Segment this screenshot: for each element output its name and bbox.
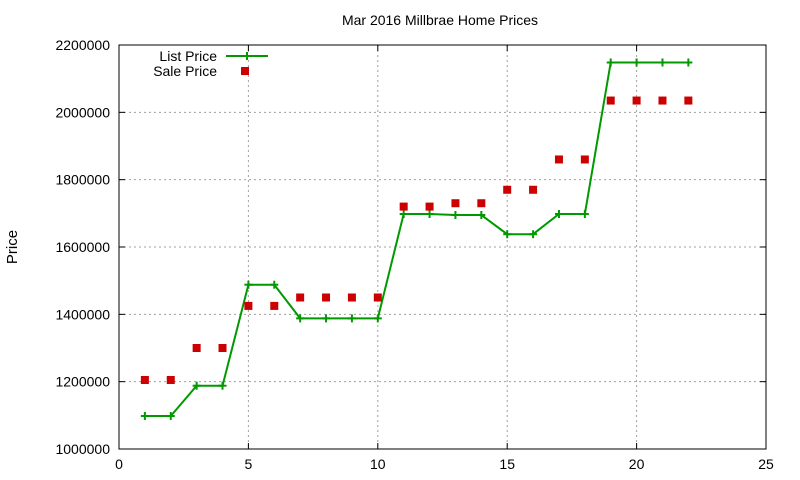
sale-price-point [399,202,408,211]
sale-price-point [244,301,253,310]
sale-price-point [373,293,382,302]
sale-price-point [166,375,175,384]
list-price-point [580,210,589,219]
list-price-point [192,381,201,390]
x-tick-label: 20 [629,456,645,472]
sale-price-point [658,96,667,105]
list-price-point [296,314,305,323]
list-price-point [322,314,331,323]
sale-price-point [503,185,512,194]
list-price-point [554,210,563,219]
list-price-point [399,210,408,219]
sale-price-point [632,96,641,105]
list-price-point [270,280,279,289]
x-tick-label: 5 [245,456,253,472]
list-price-point [347,314,356,323]
sale-price-point [580,155,589,164]
sale-price-point [425,202,434,211]
list-price-point [529,230,538,239]
list-price-point [140,412,149,421]
y-tick-label: 2200000 [55,37,110,53]
sale-price-point [477,199,486,208]
plot-border [118,44,767,450]
x-tick-label: 10 [370,456,386,472]
y-tick-label: 1400000 [55,306,110,322]
y-axis-label: Price [4,230,21,264]
sale-price-point [296,293,305,302]
chart-title: Mar 2016 Millbrae Home Prices [342,12,538,28]
legend-swatch-sale-price [241,67,249,75]
list-price-point [166,412,175,421]
x-tick-label: 0 [115,456,123,472]
list-price-point [373,314,382,323]
sale-price-point [606,96,615,105]
list-price-point [606,58,615,67]
list-price-point [244,280,253,289]
x-tick-label: 15 [499,456,515,472]
list-price-point [632,58,641,67]
sale-price-point [322,293,331,302]
sale-price-point [451,199,460,208]
data-marks [140,58,693,421]
list-price-point [503,230,512,239]
legend-label-list-price: List Price [159,48,217,64]
axes: 0 5 10 15 20 25 1000000 1200000 1400000 1600000 18… [55,37,774,472]
list-price-point [684,58,693,67]
sale-price-point [218,344,227,352]
sale-price-point [347,293,356,302]
y-tick-label: 1600000 [55,239,110,255]
sale-price-point [554,155,563,164]
sale-price-point [192,344,201,352]
sale-price-point [270,301,279,310]
legend-label-sale-price: Sale Price [153,63,217,79]
y-tick-label: 1200000 [55,374,110,390]
list-price-line [144,61,689,418]
y-tick-label: 1000000 [55,441,110,457]
list-price-point [477,211,486,220]
y-tick-label: 2000000 [55,104,110,120]
list-price-point [218,381,227,390]
list-price-point [451,211,460,220]
list-price-point [425,210,434,219]
list-price-point [658,58,667,67]
sale-price-point [684,96,693,105]
sale-price-point [529,185,538,194]
sale-price-point [140,375,149,384]
y-tick-label: 1800000 [55,172,110,188]
grid-lines [119,45,766,449]
x-tick-label: 25 [758,456,774,472]
